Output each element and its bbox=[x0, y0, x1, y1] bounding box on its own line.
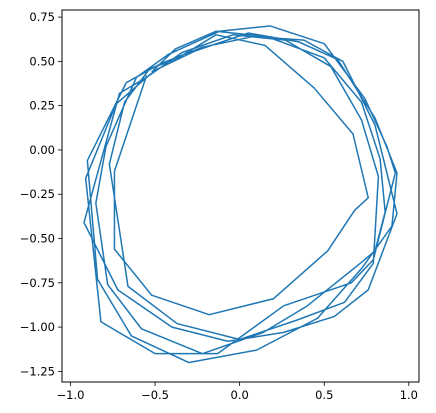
y-tick-label: −1.25 bbox=[20, 364, 55, 378]
y-tick-label: −0.50 bbox=[20, 232, 55, 246]
y-tick-label: 0.75 bbox=[29, 10, 55, 24]
series-line-0 bbox=[83, 25, 398, 364]
y-tick-label: 0.50 bbox=[29, 54, 55, 68]
y-tick-label: 0.00 bbox=[29, 143, 55, 157]
y-tick-label: −1.00 bbox=[20, 320, 55, 334]
data-layer bbox=[83, 25, 398, 364]
x-tick-label: 1.0 bbox=[400, 388, 418, 402]
y-axis: 0.75 0.50 0.25 0.00 −0.25 −0.50 −0.75 −1.00 −1.2… bbox=[20, 10, 62, 378]
x-tick-label: −0.5 bbox=[141, 388, 169, 402]
plot-frame bbox=[61, 9, 420, 383]
y-tick-label: 0.25 bbox=[29, 99, 55, 113]
x-tick-label: −1.0 bbox=[56, 388, 84, 402]
y-tick-label: −0.25 bbox=[20, 187, 55, 201]
x-tick-label: 0.0 bbox=[231, 388, 249, 402]
x-tick-label: 0.5 bbox=[315, 388, 333, 402]
y-tick-label: −0.75 bbox=[20, 276, 55, 290]
x-axis: −1.0 −0.5 0.0 0.5 1.0 bbox=[56, 382, 418, 402]
